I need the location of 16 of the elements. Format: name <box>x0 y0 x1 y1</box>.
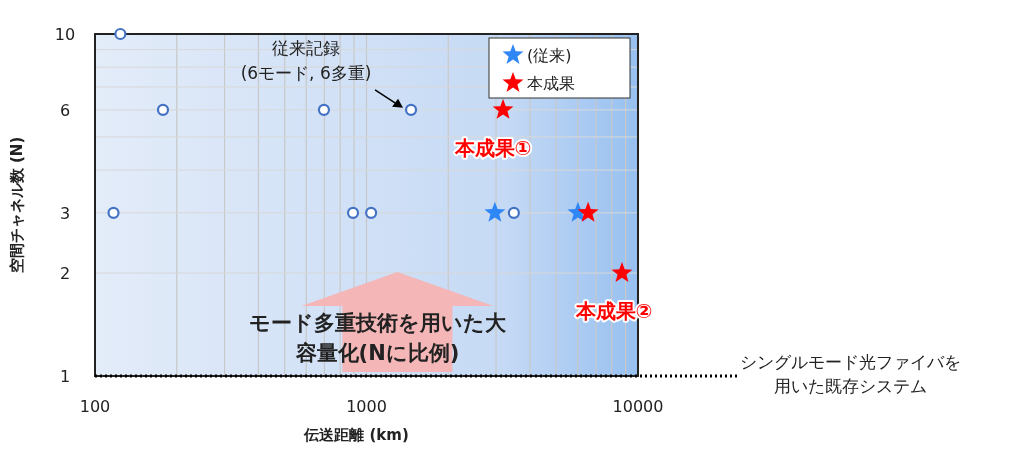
y-tick-label: 10 <box>54 25 76 44</box>
annotation: 本成果① <box>453 135 532 160</box>
annotation: 従来記録 (6モード, 6多重) <box>240 37 372 83</box>
ref-line-label: シングルモード光ファイバを用いた既存システム <box>739 352 961 396</box>
y-tick-label: 1 <box>59 367 71 386</box>
x-tick-label: 1000 <box>346 397 387 416</box>
legend-label: 本成果 <box>527 74 575 93</box>
x-axis-title: 伝送距離 (km) <box>303 426 409 444</box>
y-tick-label: 6 <box>59 100 71 120</box>
y-tick-label: 2 <box>59 264 71 284</box>
x-tick-label: 100 <box>79 397 111 416</box>
legend-label: (従来) <box>527 46 572 65</box>
y-axis-title: 空間チャネル数 (N) <box>8 136 26 274</box>
annotation: モード多重技術を用いた大容量化(Nに比例) <box>248 311 507 365</box>
y-tick-label: 3 <box>59 203 71 223</box>
x-tick-label: 10000 <box>612 397 664 416</box>
